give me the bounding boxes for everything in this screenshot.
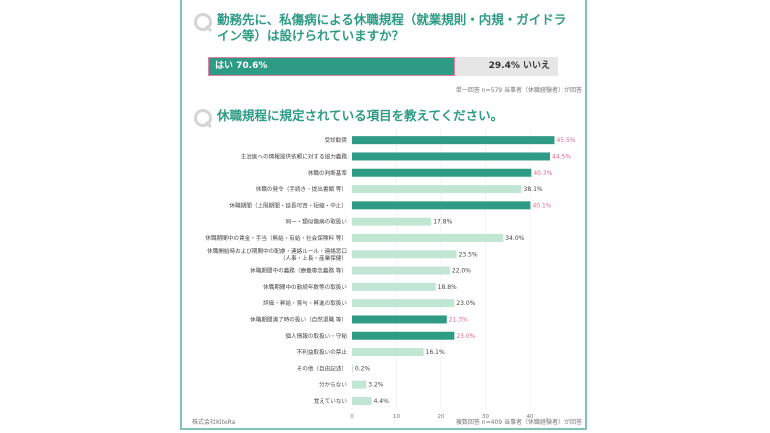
- bar: [352, 201, 531, 210]
- x-tick-label: 0: [350, 414, 354, 420]
- bar: [352, 396, 372, 405]
- bar: [352, 331, 455, 340]
- category-label: 同一・類似傷病の取扱い: [285, 218, 347, 226]
- bar: [352, 233, 504, 242]
- bar-value-label: 3.2%: [368, 382, 384, 389]
- category-label: 覚えていない: [314, 397, 348, 405]
- category-label: （人事・上長・産業保健）: [280, 254, 347, 262]
- q1-note: 単一回答 n=579 当事者（休職経験者）が回答: [455, 87, 582, 94]
- bar: [352, 364, 353, 373]
- category-label: 評価・昇給・賞与・昇進の取扱い: [263, 299, 347, 307]
- question-2: 休職規程に規定されている項目を教えてください。: [194, 108, 574, 127]
- bar-value-label: 34.0%: [505, 235, 524, 242]
- bar-value-label: 44.5%: [552, 153, 571, 160]
- category-label: 休職開始時および期間中の配慮・連絡ルール・連絡窓口: [207, 247, 347, 255]
- bar-value-label: 4.4%: [374, 398, 390, 405]
- category-label: 休職期間中の賃金・手当（無給・有給・社会保険料 等）: [205, 234, 347, 242]
- bar-value-label: 16.1%: [426, 349, 445, 356]
- category-label: 受診勧奨: [325, 136, 348, 144]
- x-tick-label: 30: [482, 414, 489, 420]
- question-1: 勤務先に、私傷病による休職規程（就業規則・内規・ガイドライン等）は設けられていま…: [194, 12, 574, 44]
- bar-value-label: 0.2%: [355, 365, 371, 372]
- category-label: 休職期間（上限期間・延長可否・短縮・中止）: [230, 201, 347, 209]
- category-label: 休職の判断基準: [308, 169, 348, 177]
- category-label: 不利益取扱いの禁止: [297, 348, 348, 356]
- category-label: 主治医への情報提供依頼に対する協力義務: [241, 152, 348, 160]
- category-label: 休職期間中の勤続年数等の取扱い: [263, 283, 347, 291]
- bar: [352, 299, 455, 308]
- bar: [352, 348, 424, 357]
- q2-note: 複数回答 n=409 当事者（休職経験者）が回答: [455, 419, 582, 426]
- bar-value-label: 21.3%: [449, 316, 468, 323]
- category-label: 休職の発令（手続き・提出書類 等）: [256, 185, 347, 193]
- x-tick-label: 10: [393, 414, 400, 420]
- x-tick-label: 40: [527, 414, 534, 420]
- q-icon: [194, 109, 212, 127]
- category-label: その他（自由記述）: [297, 364, 347, 372]
- company-credit: 株式会社KiteRa: [192, 419, 236, 426]
- bar-value-label: 23.5%: [459, 251, 478, 258]
- x-tick-label: 20: [438, 414, 445, 420]
- bar: [352, 136, 555, 145]
- bar: [352, 168, 532, 177]
- bar-value-label: 17.8%: [433, 219, 452, 226]
- bar: [352, 217, 432, 226]
- bar: [352, 266, 450, 275]
- yes-no-stacked-bar: はい 70.6% 29.4% いいえ: [208, 57, 558, 76]
- bar-value-label: 38.1%: [524, 186, 543, 193]
- bar: [352, 250, 457, 259]
- bar-value-label: 23.0%: [456, 333, 475, 340]
- bar-value-label: 22.0%: [452, 268, 471, 275]
- q-icon: [194, 13, 212, 31]
- question-1-title: 勤務先に、私傷病による休職規程（就業規則・内規・ガイドライン等）は設けられていま…: [217, 12, 567, 43]
- bar-value-label: 40.3%: [533, 170, 552, 177]
- bar: [352, 282, 436, 291]
- bar: [352, 185, 522, 194]
- bar: [352, 380, 367, 389]
- bar: [352, 152, 551, 161]
- no-segment-label: 29.4% いいえ: [488, 61, 550, 71]
- category-label: 休職期間満了時の扱い（自然退職 等）: [250, 315, 347, 323]
- category-label: 休職期間中の義務（療養専念義務 等）: [250, 267, 347, 275]
- category-label: 個人情報の取扱い・守秘: [285, 332, 347, 340]
- question-2-title: 休職規程に規定されている項目を教えてください。: [217, 108, 504, 123]
- yes-segment: はい 70.6%: [208, 57, 456, 76]
- bar-value-label: 45.5%: [556, 137, 575, 144]
- category-label: 分からない: [319, 381, 347, 389]
- bar: [352, 315, 447, 324]
- bar-value-label: 23.0%: [456, 300, 475, 307]
- bar-value-label: 18.8%: [438, 284, 457, 291]
- bar-value-label: 40.1%: [532, 202, 551, 209]
